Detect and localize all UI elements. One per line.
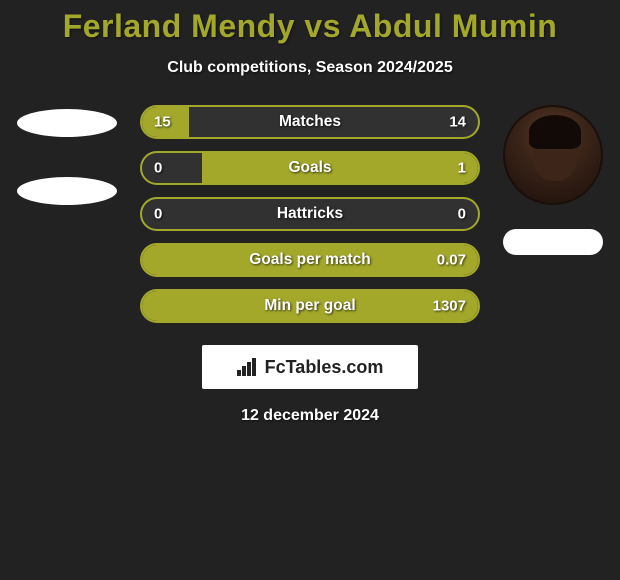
main-row: 15 Matches 14 0 Goals 1 0 Hattricks 0 Goals per m… bbox=[0, 105, 620, 323]
stat-bar: 0 Goals 1 bbox=[140, 151, 480, 185]
name-pill-left bbox=[17, 177, 117, 205]
brand-text: FcTables.com bbox=[265, 357, 384, 378]
stat-label: Matches bbox=[279, 113, 341, 131]
stat-bar: Min per goal 1307 bbox=[140, 289, 480, 323]
date-text: 12 december 2024 bbox=[0, 407, 620, 425]
subtitle: Club competitions, Season 2024/2025 bbox=[0, 59, 620, 77]
stat-value-right: 1307 bbox=[433, 298, 466, 315]
player-left-side bbox=[12, 105, 122, 205]
stat-label: Hattricks bbox=[277, 205, 343, 223]
avatar-right-photo bbox=[503, 105, 603, 205]
stat-value-left: 0 bbox=[154, 206, 162, 223]
stat-value-left: 0 bbox=[154, 160, 162, 177]
stat-fill-right bbox=[202, 153, 478, 183]
comparison-card: Ferland Mendy vs Abdul Mumin Club compet… bbox=[0, 0, 620, 425]
stats-column: 15 Matches 14 0 Goals 1 0 Hattricks 0 Goals per m… bbox=[140, 105, 480, 323]
stat-value-right: 1 bbox=[458, 160, 466, 177]
stat-value-left: 15 bbox=[154, 114, 171, 131]
stat-value-right: 0.07 bbox=[437, 252, 466, 269]
stat-bar: 15 Matches 14 bbox=[140, 105, 480, 139]
stat-label: Goals bbox=[288, 159, 331, 177]
stat-label: Goals per match bbox=[249, 251, 370, 269]
avatar-left-placeholder bbox=[17, 109, 117, 137]
stat-value-right: 0 bbox=[458, 206, 466, 223]
stat-label: Min per goal bbox=[264, 297, 355, 315]
page-title: Ferland Mendy vs Abdul Mumin bbox=[0, 8, 620, 45]
stat-bar: Goals per match 0.07 bbox=[140, 243, 480, 277]
brand-chart-icon bbox=[237, 358, 259, 376]
name-pill-right bbox=[503, 229, 603, 255]
stat-value-right: 14 bbox=[449, 114, 466, 131]
player-right-side bbox=[498, 105, 608, 255]
stat-bar: 0 Hattricks 0 bbox=[140, 197, 480, 231]
brand-badge: FcTables.com bbox=[202, 345, 418, 389]
